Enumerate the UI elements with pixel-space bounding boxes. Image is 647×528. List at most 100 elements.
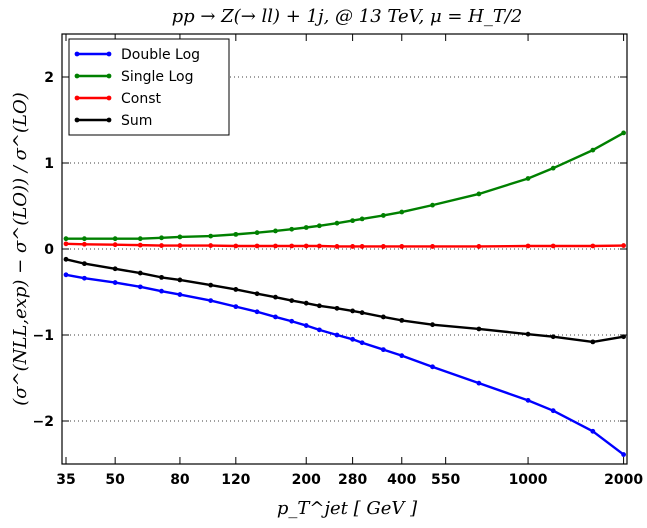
data-point bbox=[233, 304, 239, 310]
data-point bbox=[137, 242, 143, 248]
series-line-double-log bbox=[65, 273, 625, 456]
data-point bbox=[177, 243, 183, 248]
data-point bbox=[233, 243, 239, 249]
legend-marker bbox=[74, 95, 80, 101]
x-tick-label: 50 bbox=[105, 472, 125, 488]
data-point bbox=[380, 347, 386, 353]
data-point bbox=[334, 244, 340, 249]
x-tick-label: 35 bbox=[56, 472, 75, 488]
data-point bbox=[430, 364, 435, 370]
x-tick-label: 1000 bbox=[509, 472, 548, 488]
data-point bbox=[399, 244, 405, 249]
data-point bbox=[303, 243, 309, 249]
data-point bbox=[350, 218, 356, 224]
data-point bbox=[334, 305, 340, 311]
data-point bbox=[476, 326, 482, 332]
data-point bbox=[208, 243, 214, 248]
data-point bbox=[359, 340, 365, 346]
y-tick-label: 2 bbox=[44, 70, 54, 86]
legend-item: Sum bbox=[74, 113, 152, 129]
data-point bbox=[303, 225, 309, 230]
data-point bbox=[254, 291, 260, 297]
legend-marker bbox=[74, 73, 80, 79]
series-line-sum bbox=[65, 258, 624, 344]
data-point bbox=[476, 244, 482, 249]
y-tick-label: 0 bbox=[44, 242, 54, 258]
legend-marker bbox=[74, 51, 80, 57]
data-point bbox=[380, 314, 386, 320]
data-point bbox=[550, 408, 556, 414]
legend-marker bbox=[106, 73, 112, 79]
data-point bbox=[63, 256, 69, 262]
data-point bbox=[621, 452, 626, 457]
data-point bbox=[525, 397, 531, 403]
data-point bbox=[350, 244, 356, 249]
data-point bbox=[525, 176, 531, 181]
data-point bbox=[289, 226, 295, 232]
data-point bbox=[590, 428, 596, 434]
data-point bbox=[359, 216, 365, 222]
data-point bbox=[159, 274, 164, 280]
data-point bbox=[177, 234, 183, 240]
series-const bbox=[63, 241, 626, 249]
legend-marker bbox=[74, 117, 80, 123]
data-point bbox=[82, 275, 87, 281]
data-point bbox=[159, 235, 164, 241]
data-point bbox=[254, 309, 260, 315]
data-point bbox=[112, 266, 118, 272]
data-point bbox=[303, 300, 309, 306]
legend-item: Single Log bbox=[74, 69, 194, 85]
data-point bbox=[208, 282, 214, 288]
data-point bbox=[380, 213, 386, 218]
data-point bbox=[208, 233, 214, 239]
data-point bbox=[63, 241, 69, 247]
legend-marker bbox=[106, 51, 112, 57]
legend-label: Sum bbox=[121, 113, 152, 129]
chart-title: pp → Z(→ ll) + 1j, @ 13 TeV, μ = H_T/2 bbox=[172, 6, 523, 27]
legend-item: Double Log bbox=[74, 47, 200, 63]
data-point bbox=[273, 294, 278, 300]
data-point bbox=[316, 303, 322, 309]
legend-label: Const bbox=[121, 91, 162, 107]
legend: Double Log Single Log Const Sum bbox=[68, 38, 230, 136]
data-point bbox=[334, 220, 340, 226]
data-point bbox=[334, 332, 340, 338]
x-tick-label: 80 bbox=[170, 472, 190, 488]
data-point bbox=[177, 292, 183, 297]
data-point bbox=[590, 243, 596, 249]
data-point bbox=[63, 236, 69, 242]
series-line-single-log bbox=[66, 131, 625, 240]
y-tick-label: −1 bbox=[33, 328, 54, 344]
data-point bbox=[350, 308, 356, 314]
data-point bbox=[476, 380, 482, 386]
data-point bbox=[273, 228, 278, 234]
data-point bbox=[177, 277, 183, 283]
data-point bbox=[254, 230, 260, 236]
data-point bbox=[430, 202, 435, 208]
data-point bbox=[430, 244, 435, 249]
data-point bbox=[273, 243, 278, 249]
x-tick-label: 400 bbox=[387, 472, 416, 488]
data-point bbox=[525, 243, 531, 249]
data-point bbox=[82, 241, 87, 247]
data-point bbox=[112, 236, 118, 242]
series-group bbox=[63, 130, 626, 457]
data-point bbox=[590, 339, 596, 345]
data-point bbox=[159, 243, 164, 248]
data-point bbox=[350, 336, 356, 342]
x-tick-label: 200 bbox=[292, 472, 321, 488]
data-point bbox=[621, 130, 626, 136]
legend-marker bbox=[106, 95, 112, 101]
y-axis-label: (σ^(NLL,exp) − σ^(LO)) / σ^(LO) bbox=[10, 92, 31, 405]
data-point bbox=[550, 243, 556, 249]
y-tick-label: 1 bbox=[44, 156, 54, 172]
data-point bbox=[590, 147, 596, 153]
data-point bbox=[137, 270, 143, 276]
y-tick-label: −2 bbox=[33, 414, 54, 430]
series-double-log bbox=[63, 272, 626, 457]
legend-marker bbox=[106, 117, 112, 123]
data-point bbox=[273, 314, 278, 320]
data-point bbox=[316, 327, 322, 333]
legend-item: Const bbox=[74, 91, 162, 107]
